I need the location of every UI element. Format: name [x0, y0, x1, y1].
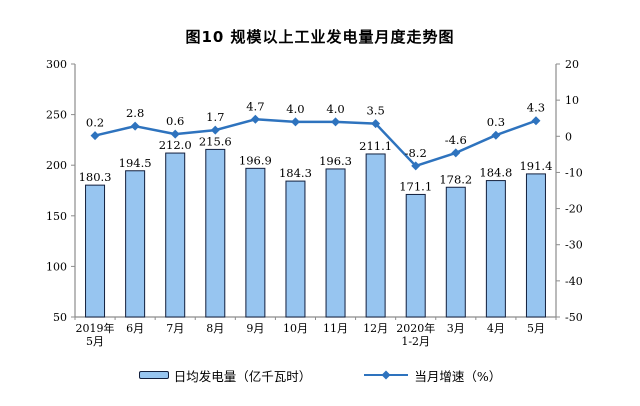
x-axis-category-label: 2020年 1-2月: [396, 321, 435, 348]
x-axis-category-label: 3月: [447, 322, 465, 335]
trend-point: [451, 148, 461, 158]
bar-value-label: 215.6: [199, 134, 232, 148]
right-axis-tick-label: 10: [565, 94, 579, 107]
legend-line-swatch-icon: [364, 370, 409, 380]
trend-value-label: 4.7: [246, 99, 264, 113]
trend-value-label: 0.6: [166, 114, 184, 128]
legend-item-line: 当月增速（%）: [363, 366, 501, 385]
trend-point: [331, 117, 341, 127]
bar-value-label: 194.5: [119, 156, 152, 170]
trend-value-label: 2.8: [126, 106, 144, 120]
legend-bar-swatch-icon: [138, 371, 169, 379]
trend-value-label: 1.7: [206, 110, 224, 124]
chart-title: 图10 规模以上工业发电量月度走势图: [185, 28, 455, 46]
right-axis-tick-label: -50: [565, 311, 583, 324]
x-axis-category-label: 5月: [527, 322, 545, 335]
bar-value-label: 171.1: [399, 179, 432, 193]
trend-point: [130, 121, 140, 131]
x-axis-category-label: 8月: [206, 322, 224, 335]
trend-point: [290, 117, 300, 127]
trend-value-label: 0.3: [487, 115, 505, 129]
left-axis-tick-label: 100: [46, 260, 67, 273]
bar-value-label: 184.8: [479, 166, 512, 180]
bar: [205, 148, 226, 318]
x-axis-category-label: 12月: [363, 322, 388, 335]
legend-line-label: 当月增速（%）: [414, 368, 502, 384]
trend-value-label: 3.5: [366, 104, 384, 118]
x-axis-category-label: 2019年 5月: [76, 321, 115, 348]
right-axis-tick-label: -10: [565, 166, 583, 179]
legend-item-bar: 日均发电量（亿千瓦时）: [138, 366, 312, 385]
bar-value-label: 211.1: [359, 139, 392, 153]
chart-legend: 日均发电量（亿千瓦时） 当月增速（%）: [0, 363, 640, 387]
bar-value-label: 191.4: [519, 159, 552, 173]
right-axis-tick-label: -30: [565, 239, 583, 252]
bar: [245, 167, 266, 318]
bar-value-label: 212.0: [159, 138, 192, 152]
bar: [365, 153, 386, 318]
bar: [405, 193, 426, 318]
x-axis-category-label: 10月: [283, 322, 308, 335]
bar: [125, 170, 146, 318]
bar: [485, 180, 506, 318]
legend-bar-label: 日均发电量（亿千瓦时）: [173, 368, 312, 384]
trend-value-label: 0.2: [86, 116, 104, 130]
x-axis-category-label: 4月: [487, 322, 505, 335]
right-axis-tick-label: -40: [565, 275, 583, 288]
trend-value-label: -8.2: [405, 146, 427, 160]
trend-value-label: 4.0: [286, 102, 304, 116]
left-axis-tick-label: 150: [46, 210, 67, 223]
trend-point: [491, 130, 501, 140]
x-axis-category-label: 7月: [166, 322, 184, 335]
trend-point: [250, 114, 260, 124]
trend-value-label: -4.6: [445, 133, 467, 147]
trend-point: [411, 161, 421, 171]
x-axis-category-label: 11月: [323, 322, 348, 335]
bar: [165, 152, 186, 318]
bar-value-label: 178.2: [439, 172, 472, 186]
right-axis-tick-label: 0: [565, 130, 572, 143]
bar: [525, 173, 546, 318]
right-axis-tick-label: 20: [565, 58, 579, 71]
x-axis-category-label: 9月: [246, 322, 264, 335]
bar: [325, 168, 346, 318]
right-axis-tick-label: -20: [565, 203, 583, 216]
bar: [85, 184, 106, 318]
left-axis-tick-label: 50: [53, 311, 67, 324]
bar-value-label: 196.9: [239, 153, 272, 167]
trend-point: [210, 125, 220, 135]
x-axis-category-label: 6月: [126, 322, 144, 335]
trend-line: [94, 118, 537, 168]
bar: [285, 180, 306, 318]
left-axis-tick-label: 250: [46, 109, 67, 122]
trend-point: [90, 131, 100, 141]
bar-value-label: 196.3: [319, 154, 352, 168]
trend-point: [531, 116, 541, 126]
trend-value-label: 4.3: [527, 101, 545, 115]
left-axis-tick-label: 200: [46, 159, 67, 172]
bar-value-label: 180.3: [79, 170, 112, 184]
trend-value-label: 4.0: [326, 102, 344, 116]
trend-point: [371, 119, 381, 129]
left-axis-tick-label: 300: [46, 58, 67, 71]
trend-point: [170, 129, 180, 139]
bar-value-label: 184.3: [279, 166, 312, 180]
bar: [445, 186, 466, 318]
